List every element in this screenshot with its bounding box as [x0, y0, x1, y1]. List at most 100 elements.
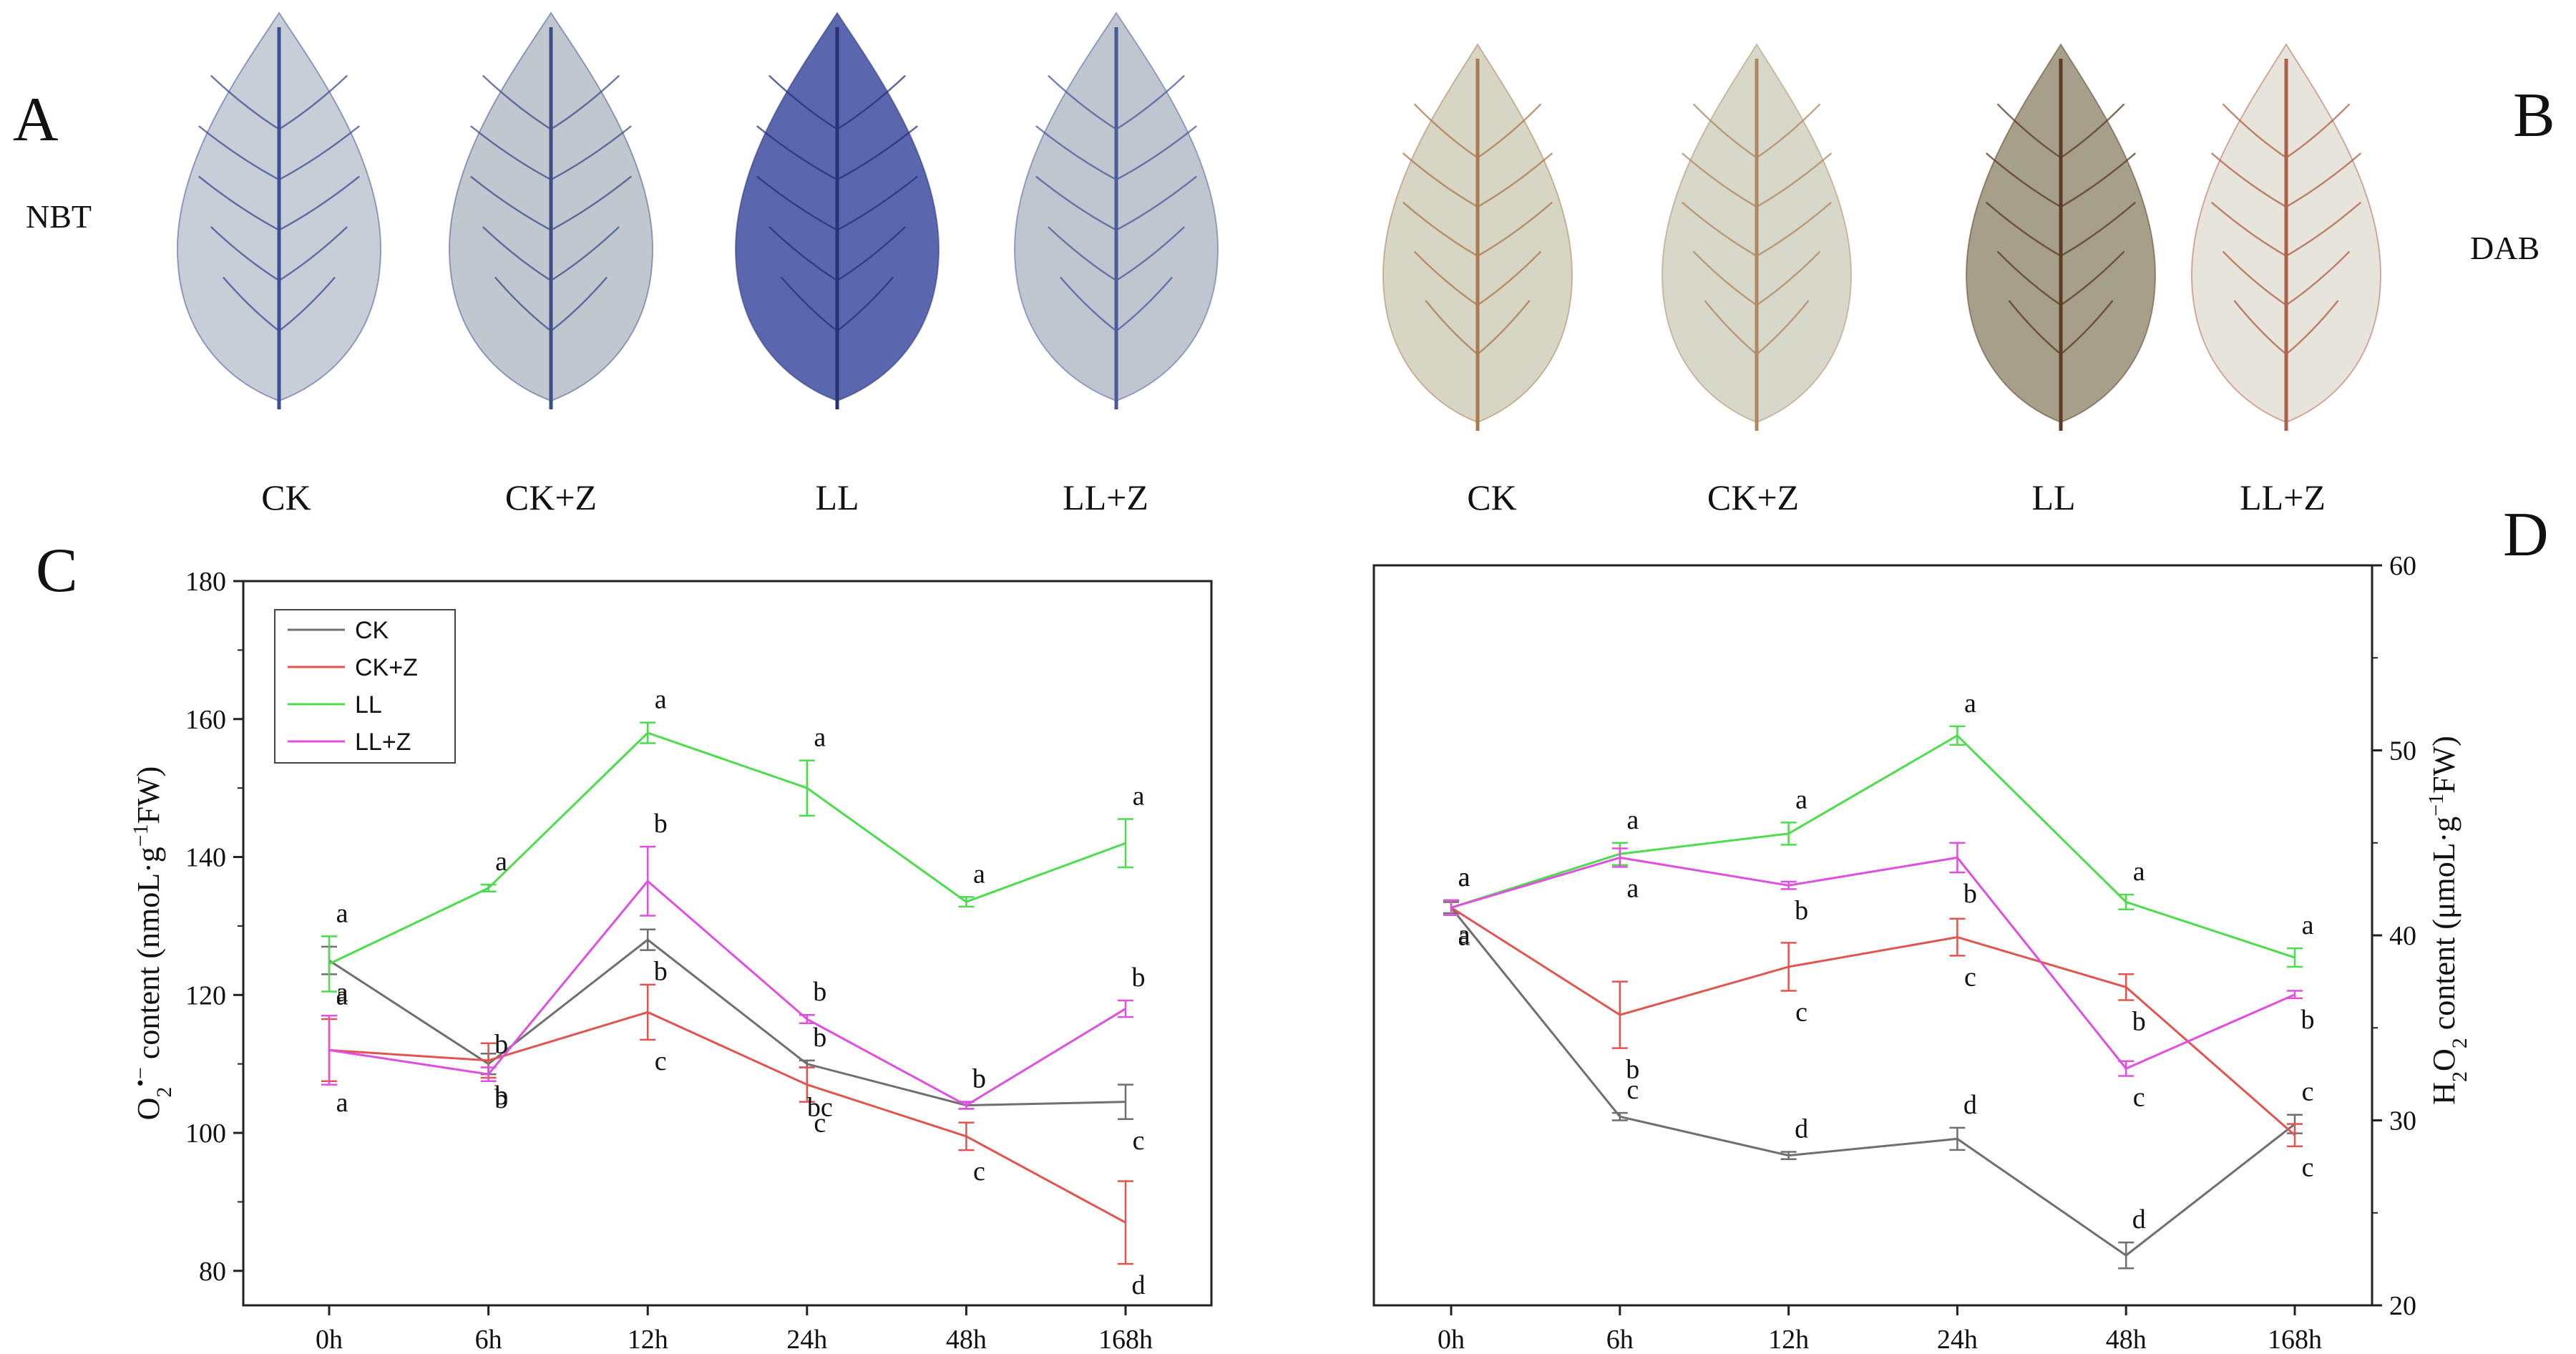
leaf-vein [550, 276, 608, 332]
significance-label: c [1795, 998, 1807, 1028]
significance-label: b [2301, 1005, 2315, 1035]
leaf-vein [198, 175, 280, 231]
leaf-label-ck: CK [261, 477, 311, 517]
x-tick-label: 0h [316, 1325, 343, 1354]
leaf-vein [1048, 226, 1117, 282]
series-line-ll [1450, 734, 2296, 959]
y-tick-label: 100 [185, 1119, 226, 1149]
significance-label: a [973, 859, 985, 889]
leaf-vein [1756, 152, 1833, 208]
significance-label: c [1626, 1075, 1639, 1105]
significance-label: b [494, 1084, 508, 1114]
significance-label: b [972, 1064, 986, 1094]
significance-label: c [1964, 962, 1976, 992]
leaf-vein [1477, 152, 1553, 208]
stain-label-nbt: NBT [26, 198, 92, 235]
significance-label: c [973, 1156, 985, 1187]
y-tick-label: 120 [185, 980, 226, 1010]
significance-label: a [495, 847, 507, 877]
leaf-vein [278, 175, 360, 231]
leaf-vein [1116, 74, 1185, 130]
leaf-label-ll: LL [815, 477, 859, 517]
x-tick-label: 6h [1606, 1325, 1634, 1354]
y-tick-label: 30 [2389, 1106, 2416, 1136]
y-tick-label: 50 [2389, 736, 2416, 766]
leaf-label-ck-z: CK+Z [505, 477, 597, 517]
leaf-vein [769, 226, 838, 282]
leaf-ck-z [1661, 43, 1853, 431]
leaf-vein [1477, 201, 1553, 257]
significance-label: a [336, 898, 348, 928]
series-line-ck [328, 938, 1126, 1106]
stain-label-dab: DAB [2470, 230, 2540, 266]
significance-label: b [1963, 879, 1977, 909]
leaf-vein [2060, 152, 2137, 208]
leaf-vein [1756, 300, 1810, 355]
leaf-label-ck-z: CK+Z [1707, 477, 1799, 517]
leaf-vein [470, 125, 552, 181]
x-tick-label: 6h [475, 1325, 502, 1354]
panel-d: D H2O2 content (μmoL·g−1FW) 0h 6h 12h 24h 48… [1372, 500, 2549, 1354]
panel-letter-c: C [36, 536, 78, 605]
leaf-vein [1681, 201, 1757, 257]
leaf-vein [482, 74, 552, 130]
y-axis-title-d: H2O2 content (μmoL·g−1FW) [2424, 736, 2472, 1105]
leaf-vein [2222, 250, 2287, 306]
leaf-vein [2060, 250, 2125, 306]
leaf-vein [756, 125, 838, 181]
leaf-vein [2285, 103, 2351, 159]
leaf-vein [1425, 300, 1478, 355]
leaf-vein [550, 226, 620, 282]
leaf-vein [198, 125, 280, 181]
y-tick-label: 160 [185, 705, 226, 735]
significance-label: d [1795, 1114, 1808, 1144]
leaf-vein [2222, 103, 2287, 159]
x-tick-label: 48h [2106, 1325, 2147, 1354]
leaf-vein [2285, 201, 2362, 257]
leaf-vein [2285, 250, 2351, 306]
leaf-vein [769, 74, 838, 130]
leaf-label-ll-z: LL+Z [2240, 477, 2326, 517]
x-tick-label: 24h [1937, 1325, 1978, 1354]
series-line-ck-z [1450, 906, 2296, 1136]
y-tick-label: 80 [199, 1257, 226, 1287]
significance-label: a [336, 978, 348, 1008]
y-tick-label: 60 [2389, 551, 2416, 581]
chart-d-content: 0h 6h 12h 24h 48h 168h2030405060acdddcabccbca… [1438, 551, 2416, 1354]
significance-label: b [654, 809, 668, 839]
legend-entry-ck-z: CK+Z [355, 654, 418, 681]
significance-label: c [2302, 1077, 2314, 1107]
panel-letter-a: A [13, 85, 59, 155]
series-ck: a c d d d c [1443, 901, 2314, 1270]
legend-entry-ck: CK [355, 617, 389, 644]
y-axis-title-c: O2•− content (nmoL·g−1FW) [129, 766, 176, 1121]
leaf-vein [1996, 250, 2062, 306]
leaf-vein [2285, 152, 2362, 208]
significance-label: b [2132, 1006, 2146, 1036]
plot-frame-c [242, 580, 1213, 1307]
leaf-vein [1116, 125, 1197, 181]
leaf-vein [278, 125, 360, 181]
significance-label: a [1964, 688, 1976, 719]
significance-label: a [336, 1088, 348, 1118]
significance-label: c [2133, 1082, 2145, 1112]
leaf-vein [2060, 103, 2125, 159]
series-line-ll-z [1450, 856, 2296, 1070]
leaf-vein [494, 276, 552, 332]
leaf-vein [2060, 201, 2137, 257]
y-tick-label: 180 [185, 567, 226, 597]
x-tick-label: 0h [1438, 1325, 1465, 1354]
x-tick-label: 24h [786, 1325, 827, 1354]
leaf-vein [1692, 103, 1757, 159]
leaf-vein [482, 226, 552, 282]
significance-label: bc [807, 1093, 833, 1123]
x-tick-label: 12h [628, 1325, 668, 1354]
leaf-vein [1402, 201, 1478, 257]
leaf-vein [1996, 103, 2062, 159]
